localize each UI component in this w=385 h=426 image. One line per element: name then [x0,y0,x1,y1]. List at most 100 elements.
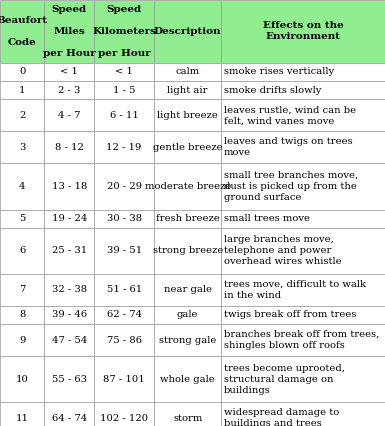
Bar [44,402,94,426]
Text: 12 - 19: 12 - 19 [107,143,142,152]
Bar [221,81,385,99]
Bar [221,0,385,63]
Bar [221,227,385,274]
Text: Effects on the
Environment: Effects on the Environment [263,21,343,41]
Bar [94,227,154,274]
Bar [44,356,94,402]
Text: 8: 8 [19,311,25,320]
Text: < 1: < 1 [60,67,78,76]
Bar [0,274,44,306]
Text: Description: Description [154,27,221,36]
Bar [0,0,44,63]
Text: 4 - 7: 4 - 7 [58,111,80,120]
Text: 7: 7 [19,285,25,294]
Bar [0,227,44,274]
Bar [221,324,385,356]
Bar [0,81,44,99]
Bar [154,0,221,63]
Text: fresh breeze: fresh breeze [156,214,219,223]
Text: 39 - 51: 39 - 51 [107,246,142,255]
Text: small tree branches move,
dust is picked up from the
ground surface: small tree branches move, dust is picked… [224,171,358,202]
Bar [221,210,385,227]
Text: 39 - 46: 39 - 46 [52,311,87,320]
Bar [94,99,154,131]
Text: trees become uprooted,
structural damage on
buildings: trees become uprooted, structural damage… [224,364,345,395]
Text: 30 - 38: 30 - 38 [107,214,142,223]
Bar [44,210,94,227]
Bar [0,131,44,164]
Text: 5: 5 [19,214,25,223]
Text: 2: 2 [19,111,25,120]
Text: < 1: < 1 [115,67,133,76]
Bar [94,402,154,426]
Bar [154,402,221,426]
Text: trees move, difficult to walk
in the wind: trees move, difficult to walk in the win… [224,280,366,300]
Text: storm: storm [173,414,203,423]
Text: smoke rises vertically: smoke rises vertically [224,67,334,76]
Text: 87 - 101: 87 - 101 [103,375,145,384]
Bar [154,274,221,306]
Bar [154,306,221,324]
Bar [221,356,385,402]
Text: whole gale: whole gale [160,375,215,384]
Text: 6 - 11: 6 - 11 [110,111,139,120]
Bar [94,324,154,356]
Bar [0,356,44,402]
Bar [44,274,94,306]
Text: 1: 1 [19,86,25,95]
Text: leaves rustle, wind can be
felt, wind vanes move: leaves rustle, wind can be felt, wind va… [224,105,356,125]
Bar [221,131,385,164]
Text: branches break off from trees,
shingles blown off roofs: branches break off from trees, shingles … [224,330,380,350]
Text: Beaufort

Code: Beaufort Code [0,16,48,47]
Text: leaves and twigs on trees
move: leaves and twigs on trees move [224,137,353,157]
Bar [0,306,44,324]
Text: light air: light air [167,86,208,95]
Text: 11: 11 [16,414,28,423]
Bar [154,356,221,402]
Text: 13 - 18: 13 - 18 [52,182,87,191]
Text: 62 - 74: 62 - 74 [107,311,142,320]
Bar [94,210,154,227]
Bar [0,164,44,210]
Bar [94,274,154,306]
Bar [94,164,154,210]
Bar [154,131,221,164]
Text: moderate breeze: moderate breeze [144,182,231,191]
Text: gentle breeze: gentle breeze [153,143,223,152]
Bar [154,164,221,210]
Text: 32 - 38: 32 - 38 [52,285,87,294]
Text: 64 - 74: 64 - 74 [52,414,87,423]
Bar [44,324,94,356]
Bar [154,210,221,227]
Text: 9: 9 [19,336,25,345]
Bar [221,274,385,306]
Bar [154,324,221,356]
Text: 4: 4 [19,182,25,191]
Text: 20 - 29: 20 - 29 [107,182,142,191]
Text: widespread damage to
buildings and trees: widespread damage to buildings and trees [224,408,339,426]
Text: 0: 0 [19,67,25,76]
Text: 25 - 31: 25 - 31 [52,246,87,255]
Text: 102 - 120: 102 - 120 [100,414,148,423]
Bar [0,99,44,131]
Text: gale: gale [177,311,198,320]
Bar [94,131,154,164]
Text: light breeze: light breeze [157,111,218,120]
Text: smoke drifts slowly: smoke drifts slowly [224,86,321,95]
Text: 51 - 61: 51 - 61 [107,285,142,294]
Text: near gale: near gale [164,285,212,294]
Bar [154,81,221,99]
Bar [221,164,385,210]
Bar [44,0,94,63]
Bar [221,306,385,324]
Bar [94,81,154,99]
Bar [44,131,94,164]
Bar [44,306,94,324]
Text: large branches move,
telephone and power
overhead wires whistle: large branches move, telephone and power… [224,235,342,266]
Bar [44,164,94,210]
Bar [94,0,154,63]
Text: 19 - 24: 19 - 24 [52,214,87,223]
Text: 10: 10 [16,375,28,384]
Text: twigs break off from trees: twigs break off from trees [224,311,357,320]
Bar [0,402,44,426]
